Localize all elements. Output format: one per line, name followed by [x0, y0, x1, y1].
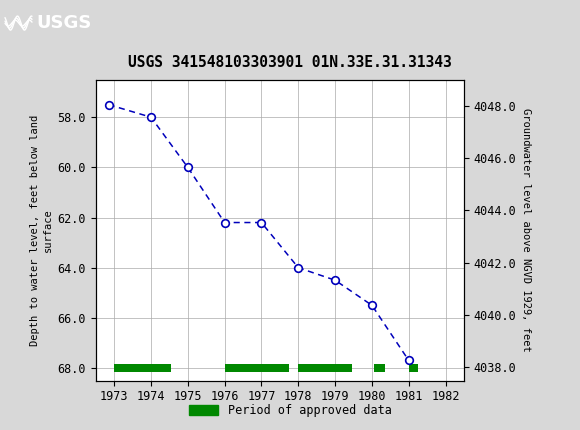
Bar	[409, 365, 418, 372]
Bar	[298, 365, 351, 372]
Text: USGS 341548103303901 01N.33E.31.31343: USGS 341548103303901 01N.33E.31.31343	[128, 55, 452, 71]
Y-axis label: Depth to water level, feet below land
surface: Depth to water level, feet below land su…	[30, 114, 53, 346]
Text: USGS: USGS	[36, 14, 92, 32]
Bar	[224, 365, 289, 372]
Legend: Period of approved data: Period of approved data	[184, 399, 396, 422]
Y-axis label: Groundwater level above NGVD 1929, feet: Groundwater level above NGVD 1929, feet	[521, 108, 531, 352]
Bar	[374, 365, 385, 372]
Bar	[114, 365, 171, 372]
